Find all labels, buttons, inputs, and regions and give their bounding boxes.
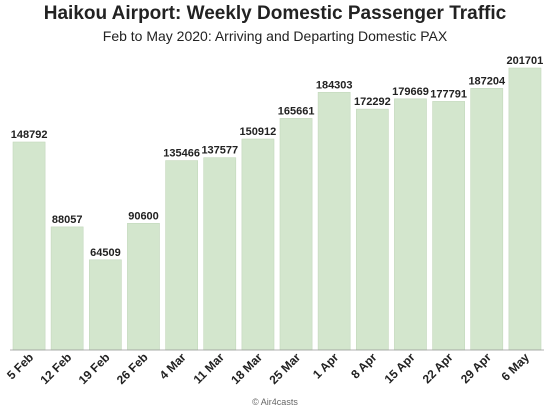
x-tick-label-11-mar: 11 Mar xyxy=(191,350,228,387)
x-tick-label-25-mar: 25 Mar xyxy=(266,350,303,387)
data-label-19-feb: 64509 xyxy=(90,247,121,259)
footer-copyright: © Air4casts xyxy=(252,397,298,407)
bar-1-apr xyxy=(317,92,351,351)
bar-8-apr xyxy=(355,108,389,351)
data-label-4-mar: 135466 xyxy=(163,148,200,160)
bar-12-feb xyxy=(50,226,84,351)
data-label-11-mar: 137577 xyxy=(201,145,238,157)
bar-18-mar xyxy=(241,138,275,351)
x-tick-labels-group: 5 Feb 12 Feb 19 Feb 26 Feb 4 Mar 11 Mar 18 Mar… xyxy=(4,350,532,387)
data-label-22-apr: 177791 xyxy=(430,88,467,100)
bar-4-mar xyxy=(165,160,199,351)
data-label-29-apr: 187204 xyxy=(468,75,506,87)
x-tick-label-4-mar: 4 Mar xyxy=(157,350,189,382)
x-tick-label-1-apr: 1 Apr xyxy=(310,350,342,382)
x-tick-label-8-apr: 8 Apr xyxy=(348,350,380,382)
x-tick-label-22-apr: 22 Apr xyxy=(420,350,456,386)
x-tick-label-18-mar: 18 Mar xyxy=(228,350,265,387)
chart-subtitle: Feb to May 2020: Arriving and Departing … xyxy=(102,28,448,44)
data-label-8-apr: 172292 xyxy=(354,96,391,108)
x-tick-label-12-feb: 12 Feb xyxy=(38,350,75,387)
x-tick-label-19-feb: 19 Feb xyxy=(76,350,113,387)
x-tick-label-15-apr: 15 Apr xyxy=(382,350,418,386)
x-tick-label-29-apr: 29 Apr xyxy=(458,350,494,386)
data-label-6-may: 201701 xyxy=(507,55,544,67)
bar-22-apr xyxy=(432,101,466,351)
bars-group xyxy=(10,67,544,351)
data-label-15-apr: 179669 xyxy=(392,86,429,98)
x-tick-label-26-feb: 26 Feb xyxy=(114,350,151,387)
data-label-12-feb: 88057 xyxy=(52,214,83,226)
x-tick-label-6-may: 6 May xyxy=(499,350,533,384)
data-label-26-feb: 90600 xyxy=(128,210,159,222)
bar-5-feb xyxy=(12,141,46,351)
data-label-1-apr: 184303 xyxy=(316,79,353,91)
data-label-25-mar: 165661 xyxy=(278,105,315,117)
bar-26-feb xyxy=(127,223,160,351)
data-label-5-feb: 148792 xyxy=(11,129,48,141)
bar-25-mar xyxy=(279,118,313,351)
chart-title: Haikou Airport: Weekly Domestic Passenge… xyxy=(43,3,507,24)
bar-11-mar xyxy=(203,157,237,351)
bar-19-feb xyxy=(89,259,122,351)
bar-15-apr xyxy=(394,98,427,351)
x-tick-label-5-feb: 5 Feb xyxy=(4,350,36,382)
bar-6-may xyxy=(508,67,542,351)
bar-29-apr xyxy=(470,88,504,351)
data-label-18-mar: 150912 xyxy=(240,126,277,138)
